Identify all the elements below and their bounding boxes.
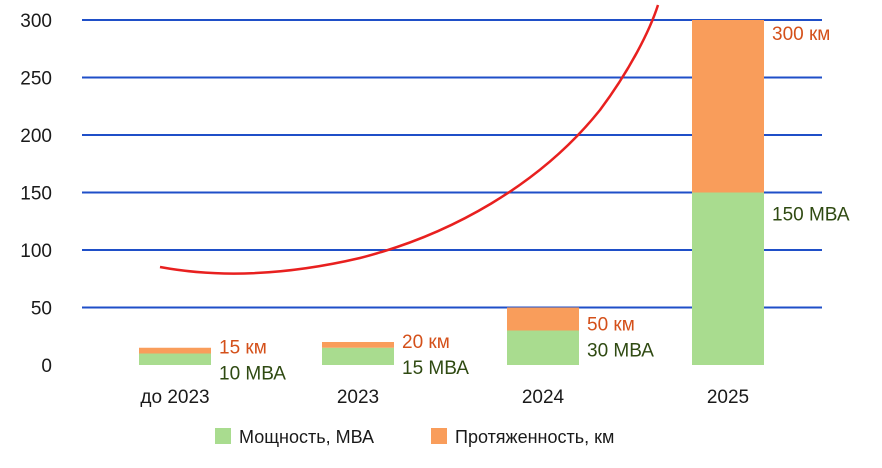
y-tick-label: 0 (41, 356, 52, 377)
legend-label-length: Протяженность, км (455, 427, 614, 447)
legend: Мощность, МВА Протяженность, км (215, 427, 614, 447)
bar-power (139, 353, 211, 365)
y-axis-ticks: 0 50 100 150 200 250 300 (20, 11, 52, 377)
legend-swatch-power (215, 428, 231, 444)
bar-length (692, 20, 764, 193)
data-label-length: 300 км (772, 24, 830, 45)
trend-curve (159, 4, 660, 275)
x-axis-categories: до 2023 2023 2024 2025 (140, 387, 749, 408)
data-label-length: 20 км (402, 332, 450, 353)
legend-label-power: Мощность, МВА (239, 427, 374, 447)
data-label-length: 50 км (587, 315, 635, 336)
data-label-power: 150 МВА (772, 205, 850, 226)
y-tick-label: 150 (20, 184, 52, 205)
bar-power (692, 192, 764, 365)
x-category-label: 2023 (337, 387, 379, 408)
bars (139, 20, 764, 365)
y-tick-label: 250 (20, 69, 52, 90)
y-tick-label: 300 (20, 11, 52, 32)
data-label-power: 10 МВА (219, 364, 286, 385)
y-tick-label: 50 (31, 299, 52, 320)
legend-swatch-length (431, 428, 447, 444)
bar-length (507, 307, 579, 331)
bar-power (507, 330, 579, 365)
bar-power (322, 347, 394, 365)
bar-length (139, 347, 211, 354)
data-labels: 15 км 10 МВА 20 км 15 МВА 50 км 30 МВА 300 км 1… (219, 24, 850, 385)
data-label-power: 15 МВА (402, 358, 469, 379)
x-category-label: 2024 (522, 387, 565, 408)
y-tick-label: 200 (20, 126, 52, 147)
data-label-length: 15 км (219, 338, 267, 359)
y-tick-label: 100 (20, 241, 52, 262)
bar-length (322, 342, 394, 348)
x-category-label: до 2023 (140, 387, 209, 408)
x-category-label: 2025 (707, 387, 749, 408)
data-label-power: 30 МВА (587, 341, 654, 362)
